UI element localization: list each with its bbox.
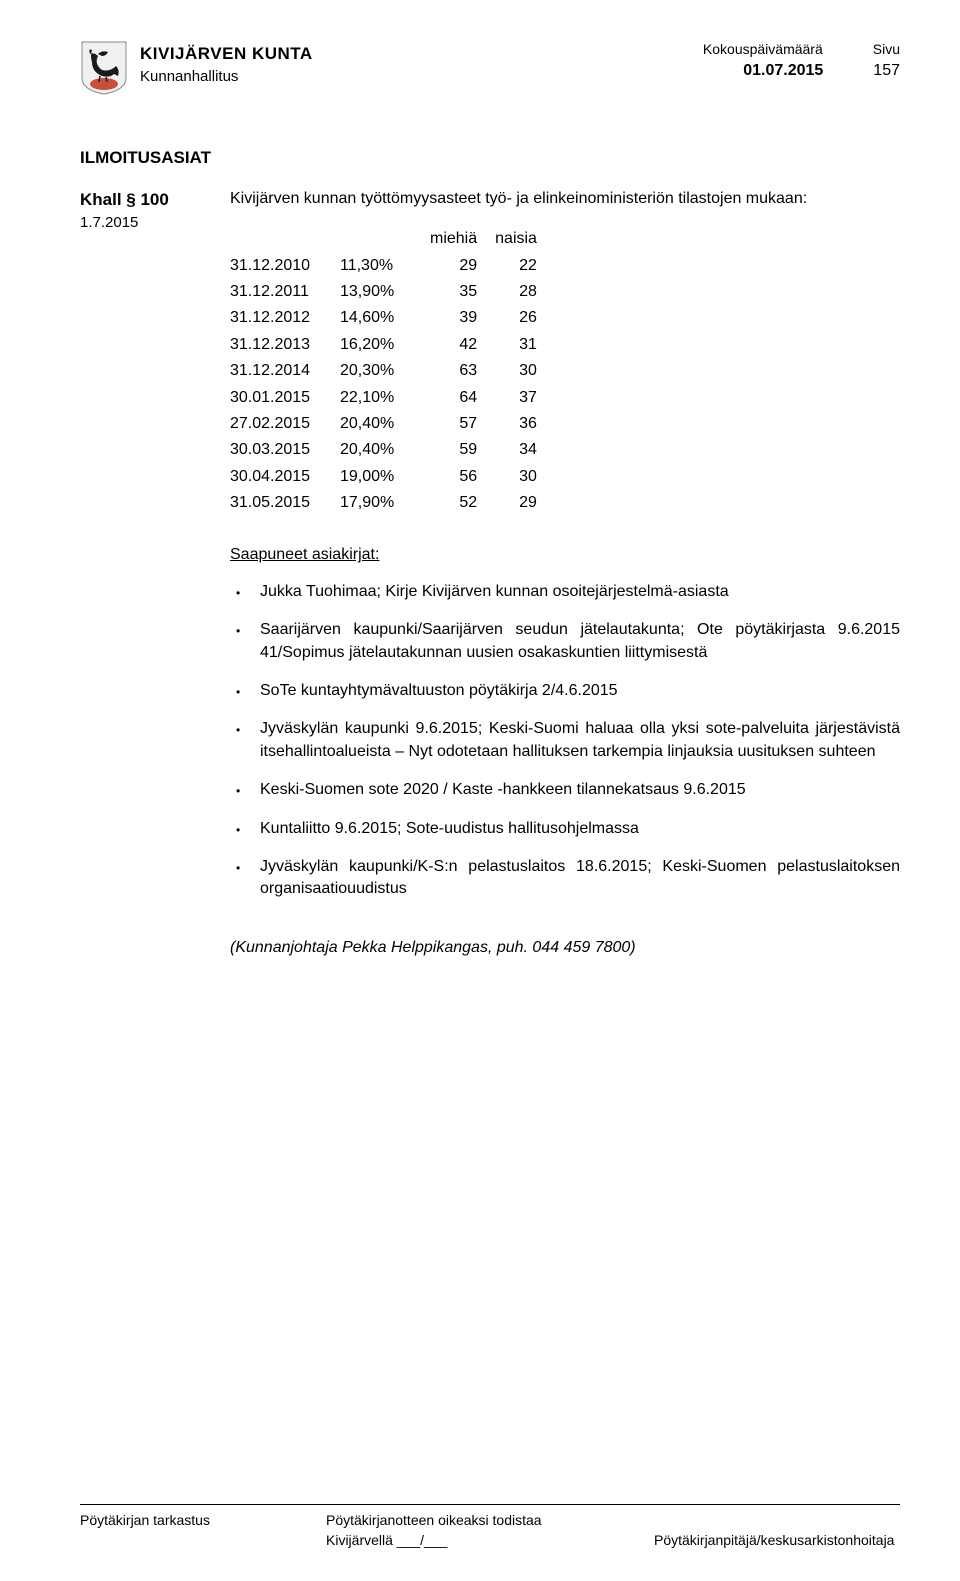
cell-naisia: 36 — [495, 411, 555, 437]
table-row: 30.04.201519,00%5630 — [230, 464, 555, 490]
cell-naisia: 26 — [495, 305, 555, 331]
cell-miehia: 57 — [430, 411, 495, 437]
page-header: KIVIJÄRVEN KUNTA Kunnanhallitus Kokouspä… — [80, 40, 900, 96]
list-item: Kuntaliitto 9.6.2015; Sote-uudistus hall… — [260, 818, 900, 840]
cell-pct: 14,60% — [340, 305, 430, 331]
list-item: Jyväskylän kaupunki/K-S:n pelastuslaitos… — [260, 856, 900, 901]
cell-date: 31.12.2011 — [230, 279, 340, 305]
header-page-number: 157 — [873, 60, 900, 82]
cell-date: 31.05.2015 — [230, 490, 340, 516]
cell-miehia: 64 — [430, 385, 495, 411]
cell-miehia: 39 — [430, 305, 495, 331]
table-row: 30.01.201522,10%6437 — [230, 385, 555, 411]
cell-date: 30.03.2015 — [230, 437, 340, 463]
table-row: 30.03.201520,40%5934 — [230, 437, 555, 463]
col-header-miehia: miehiä — [430, 226, 495, 252]
unemployment-stats-table: miehiä naisia 31.12.201011,30%292231.12.… — [230, 226, 555, 516]
cell-date: 30.04.2015 — [230, 464, 340, 490]
footer-mid-line1: Pöytäkirjanotteen oikeaksi todistaa — [326, 1511, 654, 1531]
header-right-values: 01.07.2015 157 — [703, 60, 900, 82]
table-row: 31.12.201316,20%4231 — [230, 332, 555, 358]
cell-date: 31.12.2014 — [230, 358, 340, 384]
footer-mid: Pöytäkirjanotteen oikeaksi todistaa Kivi… — [326, 1511, 654, 1551]
cell-pct: 11,30% — [340, 253, 430, 279]
date-label: Kokouspäivämäärä — [703, 40, 823, 60]
cell-date: 31.12.2012 — [230, 305, 340, 331]
cell-miehia: 59 — [430, 437, 495, 463]
col-header-naisia: naisia — [495, 226, 555, 252]
footer-right: Pöytäkirjanpitäjä/keskusarkistonhoitaja — [654, 1511, 900, 1551]
municipality-logo-icon — [80, 40, 128, 96]
header-right-labels: Kokouspäivämäärä Sivu — [703, 40, 900, 60]
table-row: 27.02.201520,40%5736 — [230, 411, 555, 437]
cell-miehia: 42 — [430, 332, 495, 358]
table-row: 31.12.201420,30%6330 — [230, 358, 555, 384]
cell-naisia: 28 — [495, 279, 555, 305]
table-row: 31.05.201517,90%5229 — [230, 490, 555, 516]
cell-date: 31.12.2010 — [230, 253, 340, 279]
saapuneet-title: Saapuneet asiakirjat: — [230, 544, 900, 566]
cell-naisia: 29 — [495, 490, 555, 516]
page-label: Sivu — [873, 40, 900, 60]
table-row: 31.12.201113,90%3528 — [230, 279, 555, 305]
cell-pct: 16,20% — [340, 332, 430, 358]
intro-text: Kivijärven kunnan työttömyysasteet työ- … — [230, 188, 900, 210]
cell-miehia: 52 — [430, 490, 495, 516]
cell-pct: 20,30% — [340, 358, 430, 384]
table-header-row: miehiä naisia — [230, 226, 555, 252]
main-content: Kivijärven kunnan työttömyysasteet työ- … — [230, 188, 900, 959]
cell-naisia: 22 — [495, 253, 555, 279]
cell-pct: 22,10% — [340, 385, 430, 411]
cell-naisia: 37 — [495, 385, 555, 411]
list-item: Saarijärven kaupunki/Saarijärven seudun … — [260, 619, 900, 664]
cell-naisia: 30 — [495, 358, 555, 384]
document-list: Jukka Tuohimaa; Kirje Kivijärven kunnan … — [230, 581, 900, 901]
header-left: KIVIJÄRVEN KUNTA Kunnanhallitus — [80, 40, 313, 96]
footer-mid-line2: Kivijärvellä ___/___ — [326, 1531, 654, 1551]
document-page: KIVIJÄRVEN KUNTA Kunnanhallitus Kokouspä… — [0, 0, 960, 1581]
signatory-line: (Kunnanjohtaja Pekka Helppikangas, puh. … — [230, 937, 900, 959]
org-subtitle: Kunnanhallitus — [140, 66, 313, 87]
cell-miehia: 29 — [430, 253, 495, 279]
footer-left: Pöytäkirjan tarkastus — [80, 1511, 326, 1551]
cell-date: 30.01.2015 — [230, 385, 340, 411]
list-item: Jukka Tuohimaa; Kirje Kivijärven kunnan … — [260, 581, 900, 603]
cell-miehia: 56 — [430, 464, 495, 490]
table-row: 31.12.201214,60%3926 — [230, 305, 555, 331]
table-row: 31.12.201011,30%2922 — [230, 253, 555, 279]
content-row: Khall § 100 1.7.2015 Kivijärven kunnan t… — [80, 188, 900, 959]
cell-naisia: 31 — [495, 332, 555, 358]
cell-miehia: 35 — [430, 279, 495, 305]
org-info: KIVIJÄRVEN KUNTA Kunnanhallitus — [140, 40, 313, 87]
org-name: KIVIJÄRVEN KUNTA — [140, 42, 313, 66]
cell-miehia: 63 — [430, 358, 495, 384]
cell-pct: 20,40% — [340, 437, 430, 463]
list-item: Keski-Suomen sote 2020 / Kaste -hankkeen… — [260, 779, 900, 801]
khall-reference: Khall § 100 1.7.2015 — [80, 188, 190, 233]
cell-pct: 17,90% — [340, 490, 430, 516]
header-date: 01.07.2015 — [743, 60, 823, 82]
khall-date: 1.7.2015 — [80, 212, 190, 233]
cell-naisia: 30 — [495, 464, 555, 490]
cell-pct: 13,90% — [340, 279, 430, 305]
section-title: ILMOITUSASIAT — [80, 146, 900, 170]
cell-pct: 20,40% — [340, 411, 430, 437]
header-right: Kokouspäivämäärä Sivu 01.07.2015 157 — [703, 40, 900, 82]
list-item: SoTe kuntayhtymävaltuuston pöytäkirja 2/… — [260, 680, 900, 702]
list-item: Jyväskylän kaupunki 9.6.2015; Keski-Suom… — [260, 718, 900, 763]
cell-date: 31.12.2013 — [230, 332, 340, 358]
cell-naisia: 34 — [495, 437, 555, 463]
khall-ref: Khall § 100 — [80, 188, 190, 212]
cell-date: 27.02.2015 — [230, 411, 340, 437]
page-footer: Pöytäkirjan tarkastus Pöytäkirjanotteen … — [80, 1504, 900, 1551]
cell-pct: 19,00% — [340, 464, 430, 490]
